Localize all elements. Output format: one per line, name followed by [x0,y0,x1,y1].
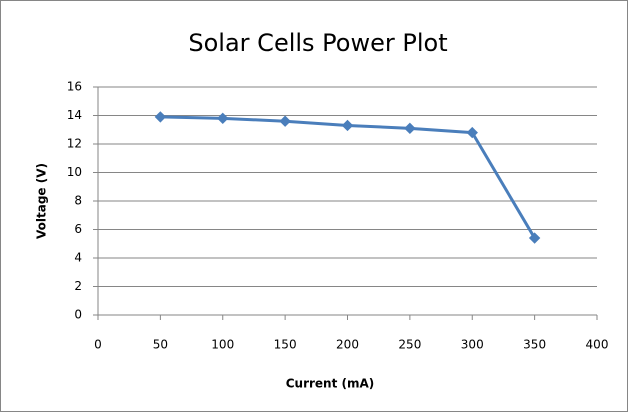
x-tick-label: 300 [461,338,484,352]
x-tick-label: 50 [153,338,168,352]
y-axis-title: Voltage (V) [35,163,49,239]
y-tick-label: 12 [67,137,82,151]
x-tick-label: 350 [523,338,546,352]
chart-title: Solar Cells Power Plot [188,29,447,57]
data-point [217,112,229,125]
y-tick-label: 6 [74,222,82,236]
y-tick-label: 0 [74,308,82,322]
y-tick-label: 8 [74,194,82,208]
x-axis-title: Current (mA) [286,377,375,391]
y-tick-label: 4 [74,251,82,265]
data-point [279,115,291,127]
data-point [466,126,478,139]
y-tick-label: 10 [67,165,82,179]
x-tick-label: 400 [586,338,609,352]
x-tick-label: 200 [336,338,359,352]
data-point [528,232,541,244]
x-tick-label: 100 [211,338,234,352]
data-point [341,119,354,132]
x-tick-label: 0 [94,338,102,352]
x-tick-label: 150 [274,338,297,352]
x-tick-label: 250 [398,338,421,352]
data-point [404,122,416,135]
y-tick-label: 16 [67,80,82,94]
y-tick-label: 2 [74,279,82,293]
data-point [154,111,167,123]
y-tick-label: 14 [67,108,82,122]
